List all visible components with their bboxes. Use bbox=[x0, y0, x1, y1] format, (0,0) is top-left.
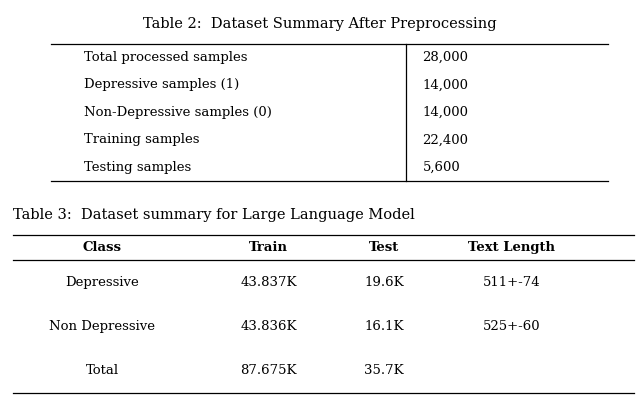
Text: 16.1K: 16.1K bbox=[364, 320, 404, 333]
Text: 525+-60: 525+-60 bbox=[483, 320, 541, 333]
Text: Testing samples: Testing samples bbox=[84, 161, 192, 174]
Text: 28,000: 28,000 bbox=[422, 51, 468, 64]
Text: 43.837K: 43.837K bbox=[241, 276, 297, 289]
Text: Table 2:  Dataset Summary After Preprocessing: Table 2: Dataset Summary After Preproces… bbox=[143, 17, 497, 31]
Text: Non-Depressive samples (0): Non-Depressive samples (0) bbox=[84, 106, 273, 119]
Text: Depressive samples (1): Depressive samples (1) bbox=[84, 78, 240, 92]
Text: Total processed samples: Total processed samples bbox=[84, 51, 248, 64]
Text: Table 3:  Dataset summary for Large Language Model: Table 3: Dataset summary for Large Langu… bbox=[13, 208, 415, 222]
Text: 19.6K: 19.6K bbox=[364, 276, 404, 289]
Text: 511+-74: 511+-74 bbox=[483, 276, 541, 289]
Text: Non Depressive: Non Depressive bbox=[49, 320, 156, 333]
Text: 5,600: 5,600 bbox=[422, 161, 460, 174]
Text: Class: Class bbox=[83, 241, 122, 254]
Text: Train: Train bbox=[250, 241, 288, 254]
Text: Total: Total bbox=[86, 364, 119, 377]
Text: Text Length: Text Length bbox=[468, 241, 556, 254]
Text: 35.7K: 35.7K bbox=[364, 364, 404, 377]
Text: Depressive: Depressive bbox=[65, 276, 140, 289]
Text: 87.675K: 87.675K bbox=[241, 364, 297, 377]
Text: 22,400: 22,400 bbox=[422, 133, 468, 146]
Text: 43.836K: 43.836K bbox=[241, 320, 297, 333]
Text: Training samples: Training samples bbox=[84, 133, 200, 146]
Text: 14,000: 14,000 bbox=[422, 78, 468, 92]
Text: Test: Test bbox=[369, 241, 399, 254]
Text: 14,000: 14,000 bbox=[422, 106, 468, 119]
